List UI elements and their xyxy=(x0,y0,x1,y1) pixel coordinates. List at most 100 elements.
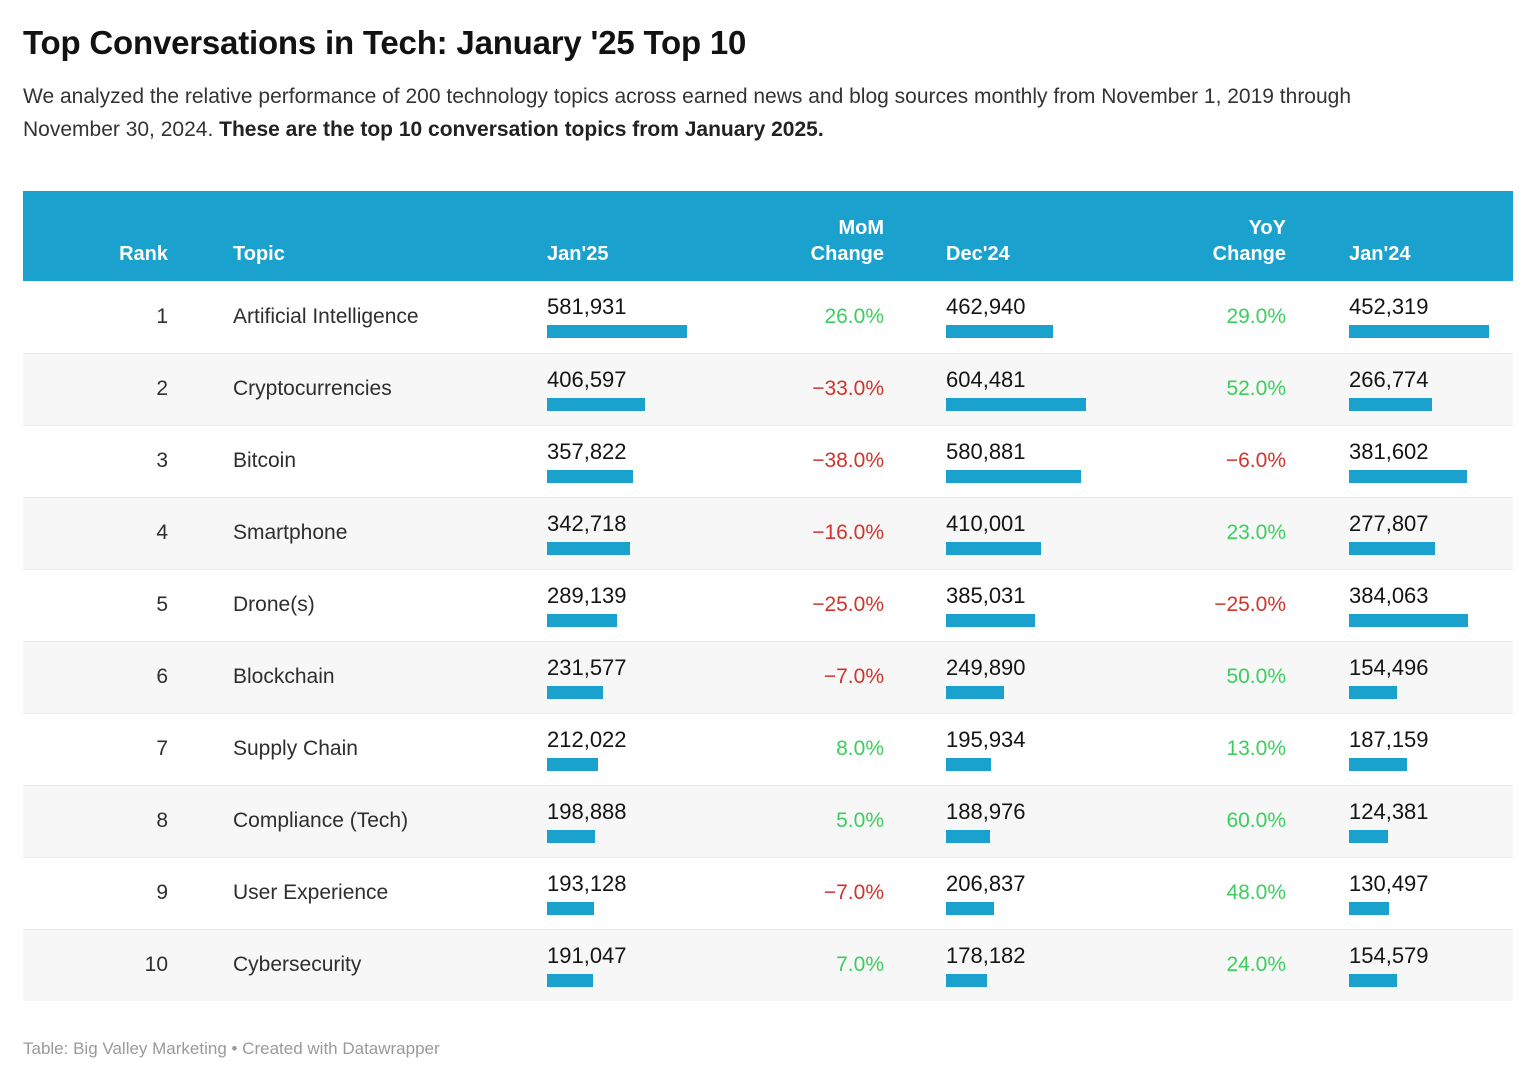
yoy-change: −6.0% xyxy=(1163,424,1328,497)
jan24-value: 124,381 xyxy=(1349,798,1429,824)
dec24-value: 188,976 xyxy=(946,798,1026,824)
jan24-bar xyxy=(1349,685,1397,699)
mom-change: 7.0% xyxy=(753,928,918,1001)
rank-cell: 10 xyxy=(23,928,173,1001)
jan25-bar xyxy=(547,973,593,987)
dec24-bar xyxy=(946,901,994,915)
dec24-bar xyxy=(946,613,1036,627)
dec24-value: 385,031 xyxy=(946,582,1026,608)
dec24-bar xyxy=(946,829,990,843)
header-mom-change: MoM Change xyxy=(753,191,918,281)
topic-cell: User Experience xyxy=(173,856,508,929)
topic-cell: Smartphone xyxy=(173,496,508,569)
dec24-value: 462,940 xyxy=(946,294,1026,319)
jan25-bar xyxy=(547,901,594,915)
table-row: 1 Artificial Intelligence 581,931 26.0% … xyxy=(23,281,1513,353)
jan25-value: 357,822 xyxy=(547,438,627,464)
jan24-value: 154,496 xyxy=(1349,654,1429,680)
dec24-value: 178,182 xyxy=(946,942,1026,968)
dec24-value: 580,881 xyxy=(946,438,1026,464)
header-rank: Rank xyxy=(23,191,173,281)
dec24-bar xyxy=(946,757,992,771)
dec24-bar xyxy=(946,469,1081,483)
rank-cell: 4 xyxy=(23,496,173,569)
jan24-bar xyxy=(1349,901,1390,915)
subtitle: We analyzed the relative performance of … xyxy=(23,80,1435,146)
yoy-change: 60.0% xyxy=(1163,784,1328,857)
rank-cell: 2 xyxy=(23,352,173,425)
jan25-value: 212,022 xyxy=(547,726,627,752)
jan25-value: 198,888 xyxy=(547,798,627,824)
subtitle-bold-text: These are the top 10 conversation topics… xyxy=(219,118,824,141)
mom-change: −38.0% xyxy=(753,424,918,497)
rank-cell: 6 xyxy=(23,640,173,713)
dec24-bar xyxy=(946,685,1004,699)
jan25-value: 289,139 xyxy=(547,582,627,608)
topic-cell: Bitcoin xyxy=(173,424,508,497)
mom-change: −7.0% xyxy=(753,856,918,929)
rank-cell: 5 xyxy=(23,568,173,641)
rank-cell: 8 xyxy=(23,784,173,857)
table-row: 7 Supply Chain 212,022 8.0% 195,934 13.0… xyxy=(23,712,1513,785)
yoy-change: −25.0% xyxy=(1163,568,1328,641)
dec24-value: 604,481 xyxy=(946,366,1026,392)
page: Top Conversations in Tech: January '25 T… xyxy=(23,24,1513,1058)
header-jan24: Jan'24 xyxy=(1328,191,1513,281)
mom-change: −16.0% xyxy=(753,496,918,569)
topic-cell: Supply Chain xyxy=(173,712,508,785)
dec24-value: 195,934 xyxy=(946,726,1026,752)
table-row: 5 Drone(s) 289,139 −25.0% 385,031 −25.0%… xyxy=(23,568,1513,641)
jan24-bar xyxy=(1349,829,1388,843)
jan24-bar xyxy=(1349,757,1407,771)
jan24-bar xyxy=(1349,325,1489,338)
yoy-change: 52.0% xyxy=(1163,352,1328,425)
jan25-bar xyxy=(547,397,645,411)
subtitle-text: We analyzed the relative performance of … xyxy=(23,85,1352,141)
mom-change: 26.0% xyxy=(824,304,884,328)
jan25-bar xyxy=(547,541,630,555)
dec24-bar xyxy=(946,397,1086,411)
table-row: 6 Blockchain 231,577 −7.0% 249,890 50.0%… xyxy=(23,640,1513,713)
header-yoy-change: YoY Change xyxy=(1163,191,1328,281)
jan24-bar xyxy=(1349,469,1468,483)
page-title: Top Conversations in Tech: January '25 T… xyxy=(23,24,747,61)
header-jan25: Jan'25 xyxy=(508,191,753,281)
yoy-change: 50.0% xyxy=(1163,640,1328,713)
table-footer: Table: Big Valley Marketing • Created wi… xyxy=(23,1039,440,1058)
jan24-bar xyxy=(1349,397,1432,411)
jan25-bar xyxy=(547,613,617,627)
jan24-bar xyxy=(1349,541,1435,555)
jan25-bar xyxy=(547,757,598,771)
jan25-value: 581,931 xyxy=(547,294,627,319)
dec24-value: 249,890 xyxy=(946,654,1026,680)
jan25-value: 191,047 xyxy=(547,942,627,968)
yoy-change: 29.0% xyxy=(1226,304,1286,328)
jan25-bar xyxy=(547,325,687,338)
yoy-change: 48.0% xyxy=(1163,856,1328,929)
topic-cell: Cybersecurity xyxy=(173,928,508,1001)
topic-cell: Blockchain xyxy=(173,640,508,713)
jan24-value: 277,807 xyxy=(1349,510,1429,536)
mom-change: 8.0% xyxy=(753,712,918,785)
jan25-value: 193,128 xyxy=(547,870,627,896)
dec24-value: 206,837 xyxy=(946,870,1026,896)
jan25-bar xyxy=(547,469,634,483)
jan25-bar xyxy=(547,685,603,699)
rank-cell: 3 xyxy=(23,424,173,497)
header-dec24: Dec'24 xyxy=(918,191,1163,281)
table-row: 2 Cryptocurrencies 406,597 −33.0% 604,48… xyxy=(23,352,1513,425)
table-row: 4 Smartphone 342,718 −16.0% 410,001 23.0… xyxy=(23,496,1513,569)
dec24-bar xyxy=(946,325,1054,338)
table-row: 10 Cybersecurity 191,047 7.0% 178,182 24… xyxy=(23,928,1513,1001)
top-conversations-table: Rank Topic Jan'25 MoM Change Dec'24 YoY … xyxy=(23,191,1513,1001)
rank-cell: 1 xyxy=(156,304,168,328)
dec24-value: 410,001 xyxy=(946,510,1026,536)
mom-change: −33.0% xyxy=(753,352,918,425)
jan24-value: 266,774 xyxy=(1349,366,1429,392)
table-row: 8 Compliance (Tech) 198,888 5.0% 188,976… xyxy=(23,784,1513,857)
header-topic: Topic xyxy=(173,191,508,281)
mom-change: −7.0% xyxy=(753,640,918,713)
yoy-change: 23.0% xyxy=(1163,496,1328,569)
jan24-value: 130,497 xyxy=(1349,870,1429,896)
jan24-bar xyxy=(1349,973,1397,987)
